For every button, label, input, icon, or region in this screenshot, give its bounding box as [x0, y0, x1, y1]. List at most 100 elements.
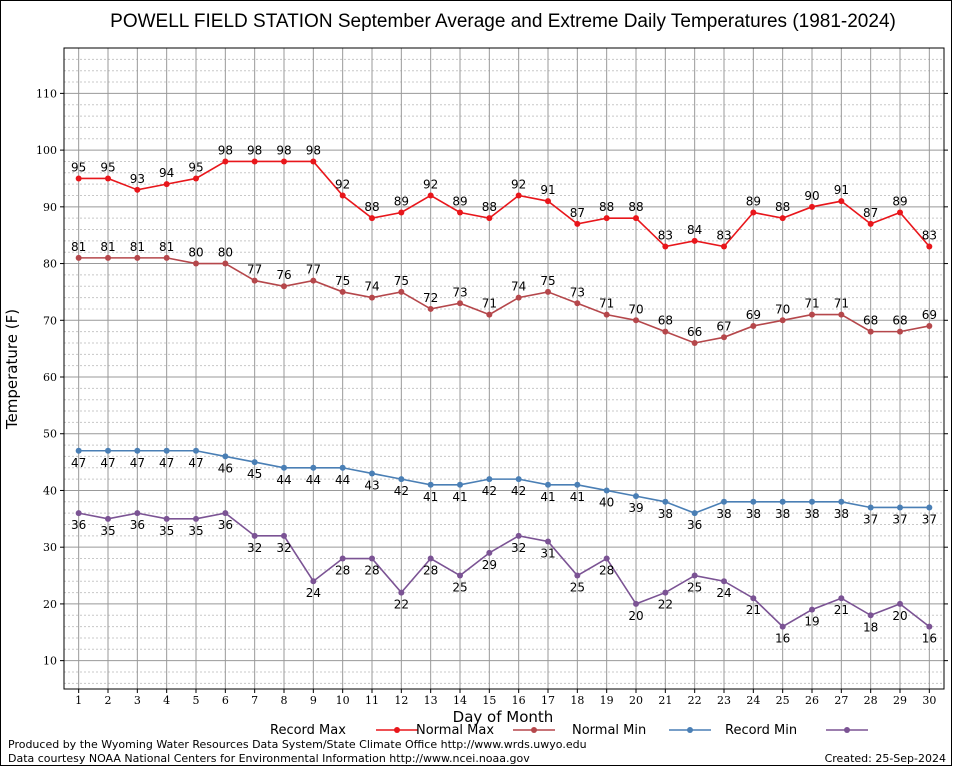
normal-max-data-label: 81: [159, 240, 174, 254]
normal-min-data-label: 42: [394, 484, 409, 498]
normal-min-point: [574, 481, 581, 488]
x-tick-label: 20: [629, 694, 643, 707]
x-tick-label: 7: [251, 694, 258, 707]
normal-max-point: [633, 317, 639, 324]
record-max-point: [721, 243, 727, 250]
normal-min-point: [193, 447, 199, 454]
record-max-point: [398, 209, 405, 216]
x-tick-label: 10: [336, 694, 350, 707]
normal-max-point: [398, 288, 405, 295]
normal-max-point: [251, 277, 258, 284]
normal-min-data-label: 41: [423, 490, 438, 504]
normal-max-data-label: 77: [247, 263, 262, 277]
record-max-data-label: 88: [364, 200, 379, 214]
x-tick-label: 30: [922, 694, 936, 707]
normal-max-point: [281, 283, 287, 290]
record-max-data-label: 88: [775, 200, 790, 214]
x-tick-label: 8: [281, 694, 288, 707]
normal-max-data-label: 77: [306, 263, 321, 277]
normal-max-point: [486, 311, 493, 318]
x-tick-label: 24: [746, 694, 760, 707]
record-max-point: [310, 158, 317, 165]
normal-min-data-label: 44: [276, 473, 291, 487]
normal-min-data-label: 47: [100, 456, 115, 470]
normal-min-point: [251, 459, 258, 466]
record-min-data-label: 20: [892, 609, 907, 623]
normal-min-data-label: 37: [863, 512, 878, 526]
record-min-data-label: 25: [452, 581, 467, 595]
record-max-line: [78, 160, 930, 248]
record-max-data-label: 95: [71, 160, 86, 174]
normal-min-data-label: 45: [247, 467, 262, 481]
normal-min-series: 47 47 47 47 47 46 45 44 44 44 43 42 41 41 42 42 41 41 40 39…: [71, 447, 937, 532]
normal-min-data-label: 46: [218, 461, 233, 475]
normal-max-data-label: 71: [599, 297, 614, 311]
normal-max-data-label: 68: [658, 314, 673, 328]
y-tick-label: 80: [43, 258, 57, 271]
record-min-point: [603, 555, 610, 562]
record-min-data-label: 28: [364, 564, 379, 578]
normal-max-data-label: 71: [804, 297, 819, 311]
record-min-point: [633, 600, 639, 607]
normal-min-data-label: 37: [892, 512, 907, 526]
normal-max-point: [427, 305, 434, 312]
y-axis-label: Temperature (F): [3, 309, 21, 430]
normal-max-data-label: 69: [922, 308, 937, 322]
record-min-point: [691, 572, 698, 579]
normal-max-point: [603, 311, 610, 318]
legend-marker: [531, 727, 537, 733]
x-tick-label: 3: [134, 694, 141, 707]
record-min-point: [897, 600, 903, 607]
record-max-series: 95 95 93 94 95 98 98 98 98 92 88 89 92 89 88 92 91 87 88 88…: [71, 143, 937, 250]
legend-marker: [394, 727, 400, 733]
record-max-point: [251, 158, 258, 165]
plot-area-border: [63, 47, 945, 690]
normal-max-data-label: 74: [364, 280, 379, 294]
x-tick-label: 11: [365, 694, 379, 707]
record-min-series: 36 35 36 35 35 36 32 32 24 28 28 22 28 25 29 32 31 25 28 20…: [71, 510, 937, 646]
record-min-data-label: 31: [540, 547, 555, 561]
normal-max-point: [750, 322, 757, 329]
normal-min-data-label: 38: [834, 507, 849, 521]
y-tick-label: 110: [36, 87, 57, 100]
x-tick-label: 18: [570, 694, 584, 707]
record-min-point: [369, 555, 375, 562]
record-min-data-label: 22: [658, 598, 673, 612]
y-tick-label: 90: [43, 201, 57, 214]
x-tick-label: 15: [482, 694, 496, 707]
record-min-data-label: 28: [599, 564, 614, 578]
normal-max-point: [721, 334, 727, 341]
x-tick-label: 28: [864, 694, 878, 707]
normal-max-point: [926, 322, 933, 329]
x-tick-label: 5: [193, 694, 200, 707]
record-min-data-label: 32: [276, 541, 291, 555]
normal-min-point: [515, 476, 522, 483]
record-min-point: [310, 578, 317, 585]
normal-max-point: [779, 317, 786, 324]
normal-max-point: [310, 277, 317, 284]
record-min-data-label: 35: [188, 524, 203, 538]
normal-max-data-label: 76: [276, 268, 291, 282]
normal-max-data-label: 81: [100, 240, 115, 254]
record-max-data-label: 90: [804, 189, 819, 203]
normal-min-data-label: 40: [599, 495, 614, 509]
record-max-data-label: 84: [687, 223, 702, 237]
normal-min-point: [897, 504, 903, 511]
normal-min-data-label: 39: [628, 501, 643, 515]
x-tick-label: 26: [805, 694, 819, 707]
normal-max-point: [222, 260, 229, 267]
normal-min-data-label: 38: [658, 507, 673, 521]
normal-max-data-label: 80: [218, 246, 233, 260]
record-min-point: [134, 510, 141, 517]
normal-min-data-label: 47: [188, 456, 203, 470]
normal-min-data-label: 41: [570, 490, 585, 504]
record-min-point: [105, 515, 111, 522]
record-max-point: [603, 215, 610, 222]
x-tick-label: 19: [600, 694, 614, 707]
x-tick-label: 27: [834, 694, 848, 707]
x-tick-label: 13: [424, 694, 438, 707]
normal-min-point: [603, 487, 610, 494]
record-max-point: [633, 215, 639, 222]
record-min-data-label: 21: [834, 603, 849, 617]
